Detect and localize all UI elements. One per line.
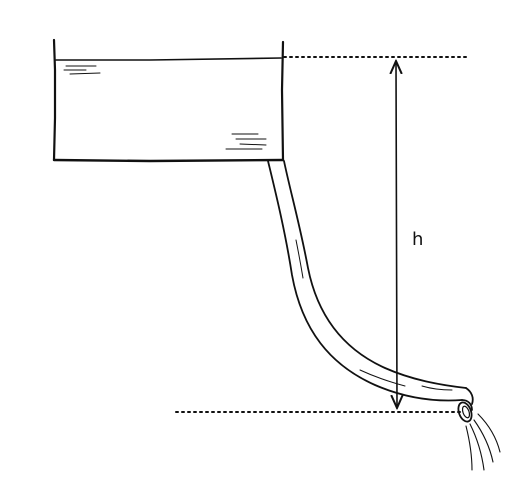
water-hatching [225,133,267,150]
siphon-hose [267,160,467,402]
water-surface [55,57,282,75]
hose-outlet [457,387,474,423]
height-label: h [412,229,423,250]
water-tank [52,38,285,163]
water-stream [465,413,501,471]
height-arrow [396,61,397,408]
